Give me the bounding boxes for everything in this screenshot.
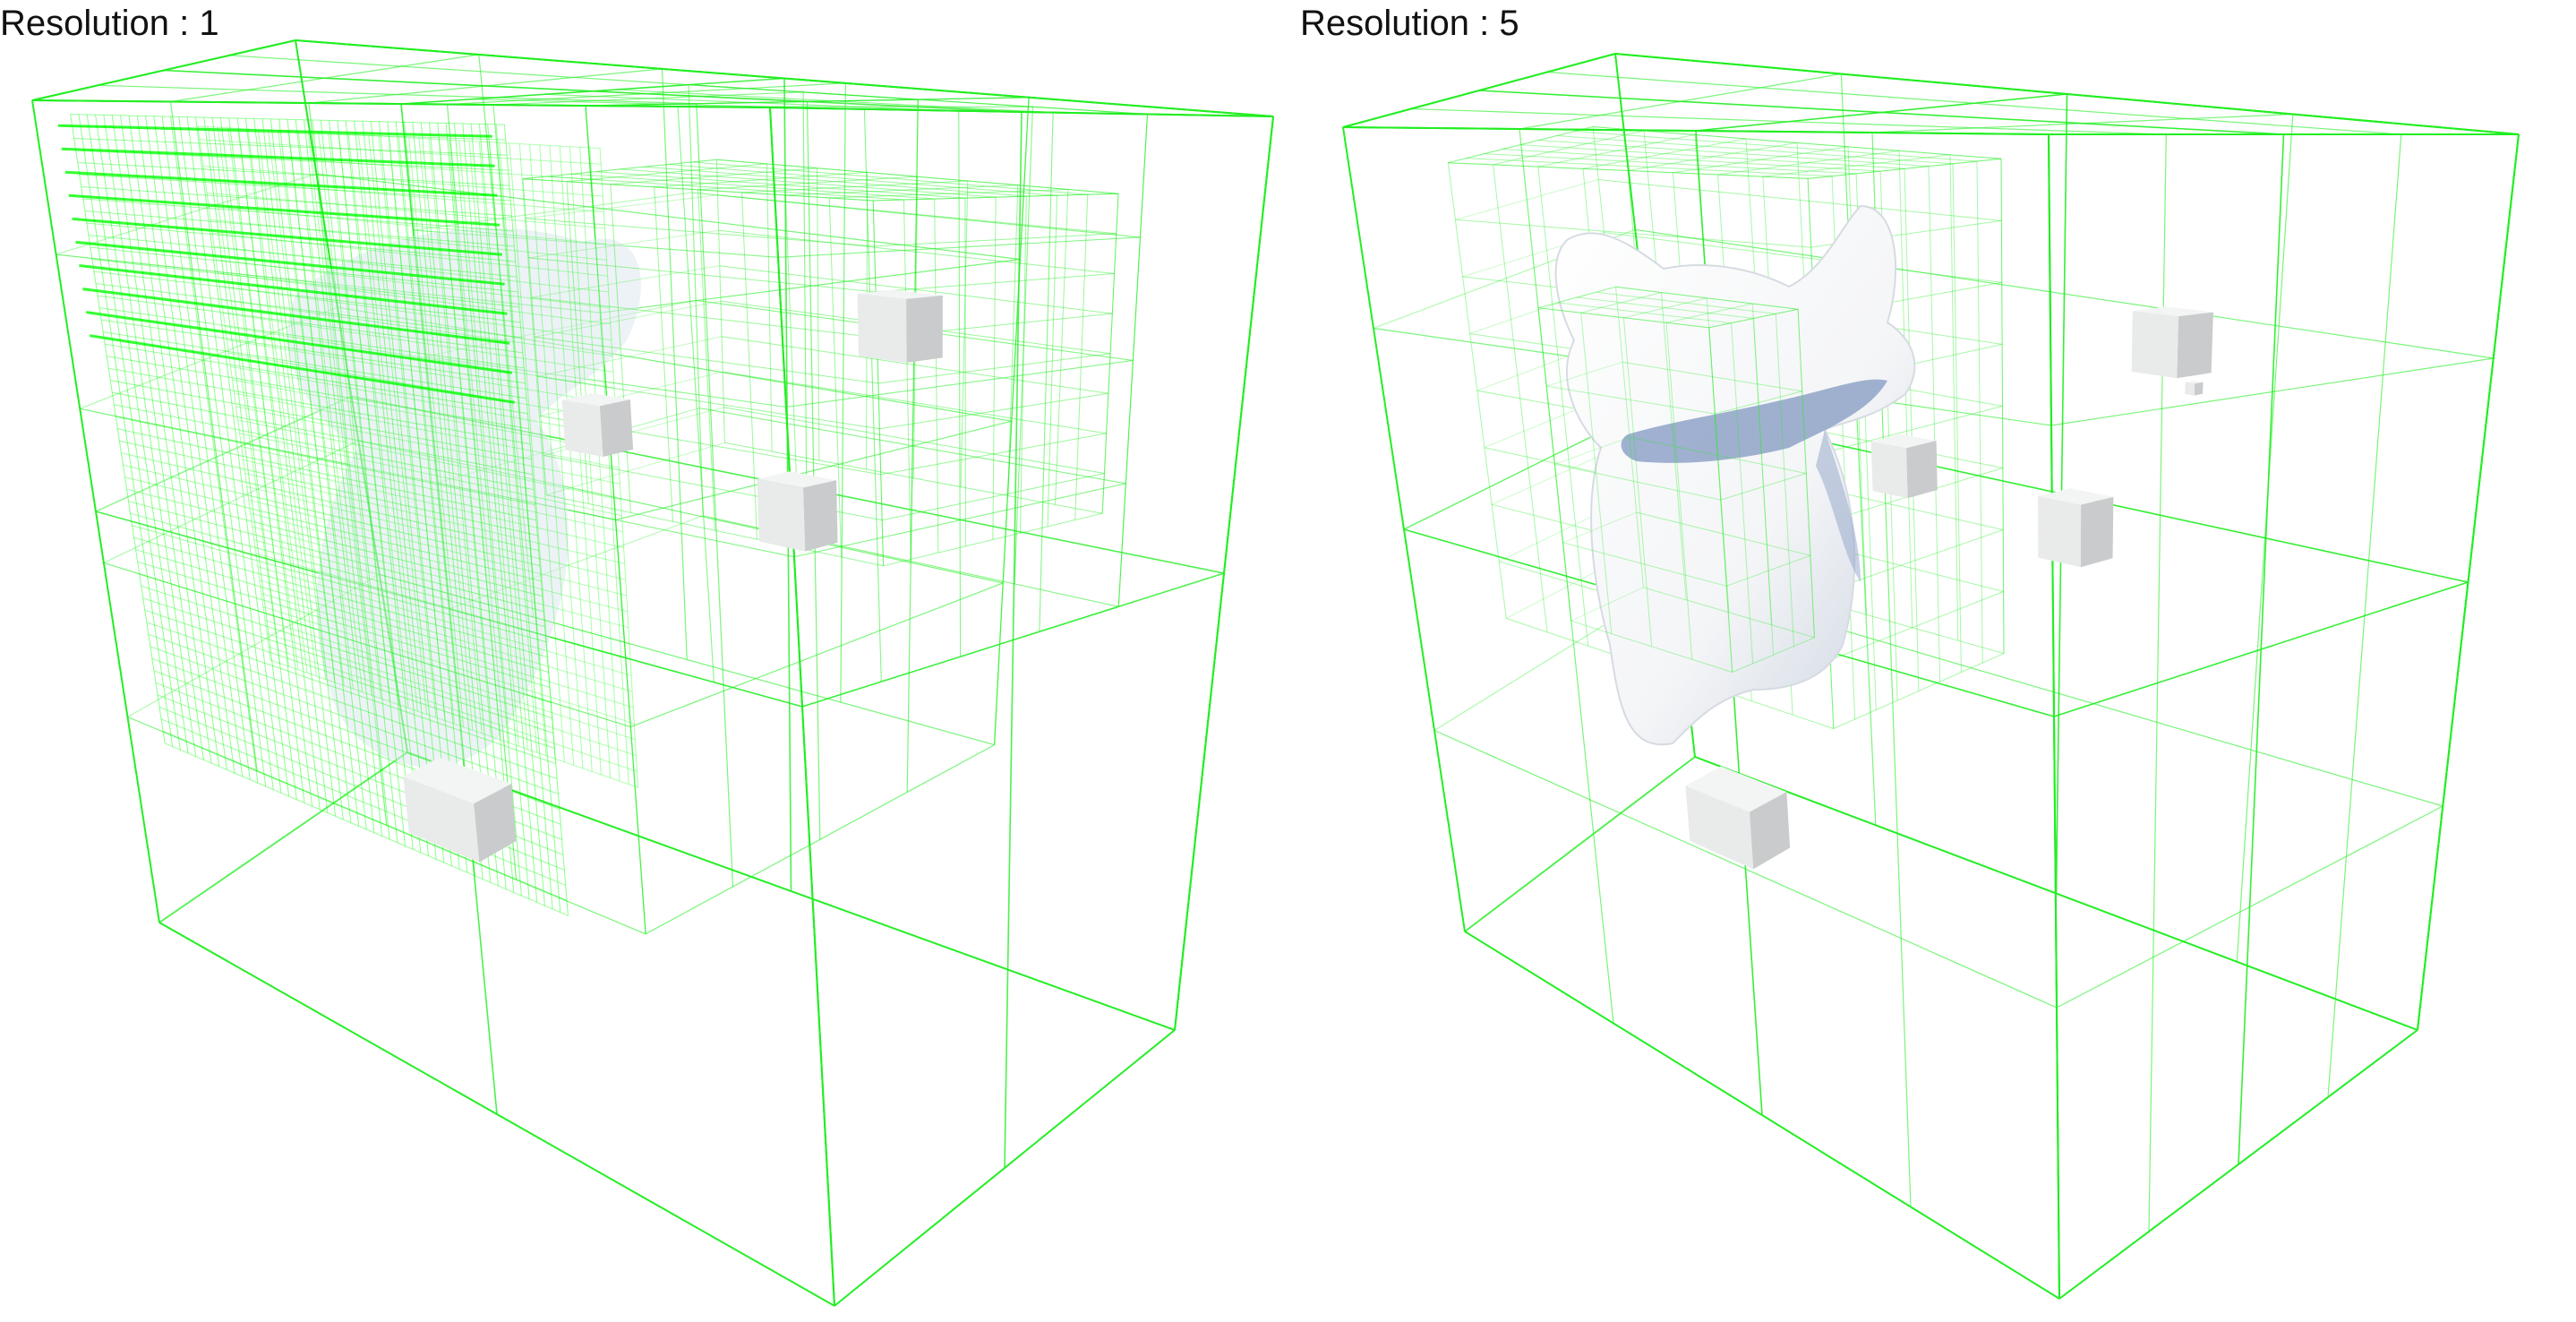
box-object — [757, 471, 838, 552]
dense-refinement-region — [57, 114, 638, 916]
box-object — [561, 393, 634, 457]
box-object — [2038, 488, 2114, 568]
octree-cell-lines — [1342, 53, 2520, 1300]
box-object — [403, 757, 517, 863]
octree-cell-lines — [522, 159, 1119, 567]
resolution-label: Resolution : 5 — [1300, 4, 1519, 43]
octree-view-resolution-5: Resolution : 5 — [1288, 0, 2576, 1322]
box-object — [2131, 306, 2213, 379]
surface-mesh — [1554, 204, 1916, 746]
box-object — [2185, 381, 2204, 396]
octree-view-resolution-1: Resolution : 1 — [0, 4, 1274, 1307]
box-object — [857, 289, 943, 363]
octree-wireframe-scene — [1342, 53, 2520, 1300]
octree-cell-lines — [1342, 53, 2520, 1300]
octree-cell-lines — [1342, 53, 2520, 1300]
octree-cell-lines — [1537, 286, 1815, 673]
box-object — [1685, 766, 1791, 870]
surface-mesh — [287, 227, 641, 768]
box-object — [1870, 434, 1938, 499]
octree-wireframe-scene — [31, 39, 1274, 1307]
resolution-label: Resolution : 1 — [0, 4, 219, 43]
